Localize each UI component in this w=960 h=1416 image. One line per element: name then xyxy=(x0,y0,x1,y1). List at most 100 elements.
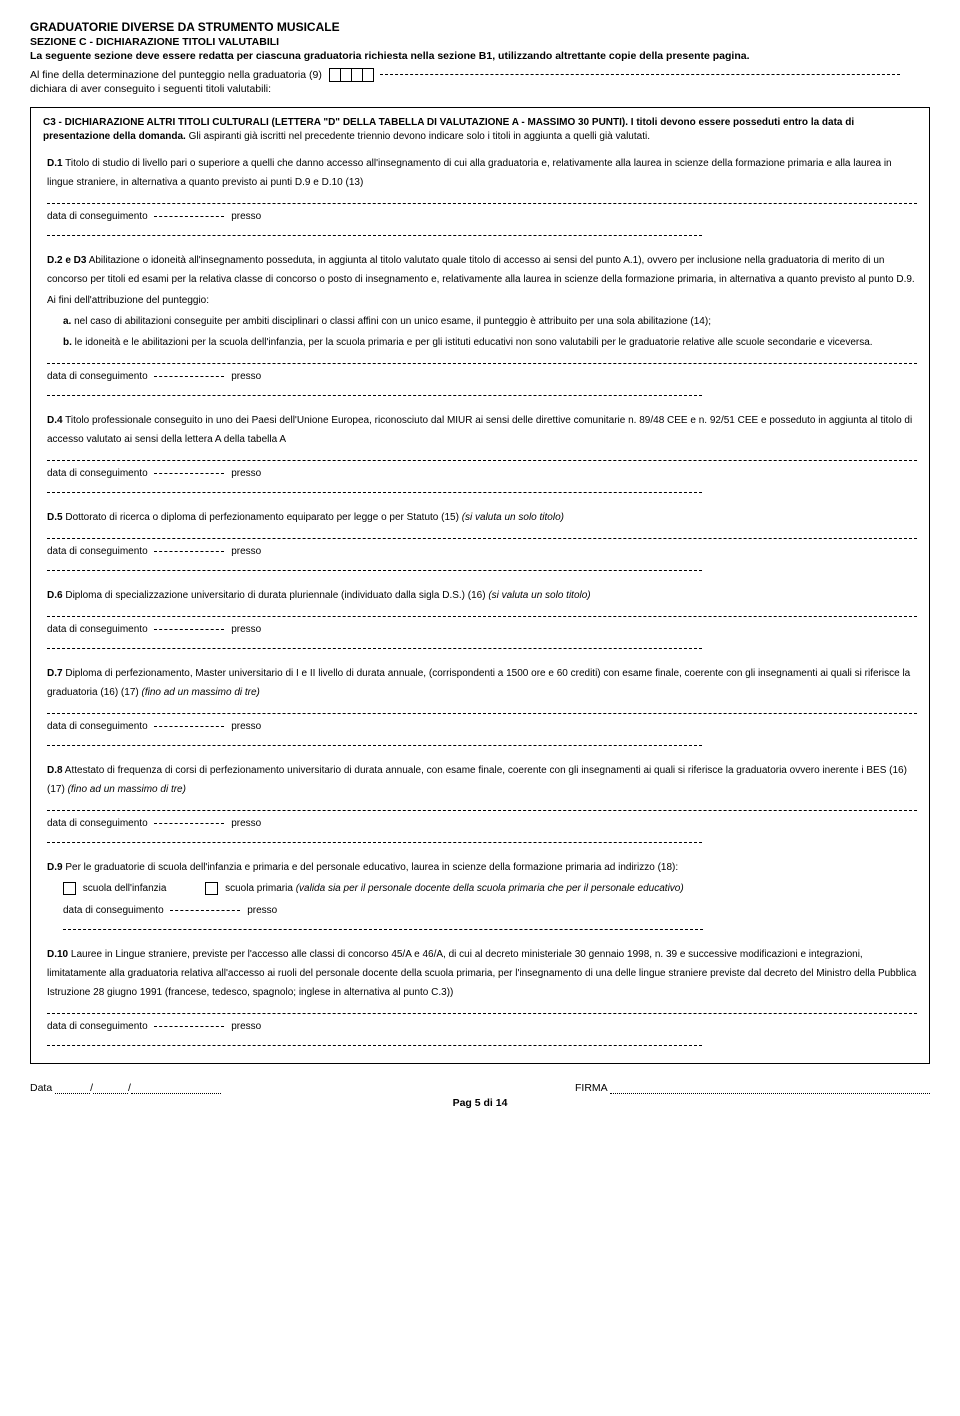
d8-italic: (fino ad un massimo di tre) xyxy=(68,784,186,795)
d9-opt2: scuola primaria xyxy=(225,883,296,894)
page-number: Pag 5 di 14 xyxy=(30,1097,930,1109)
d6-label: D.6 xyxy=(47,590,63,601)
instruction-dash xyxy=(380,74,900,75)
d6-presso-field[interactable] xyxy=(47,648,702,649)
d1-presso: presso xyxy=(231,211,261,222)
d1-date-field[interactable] xyxy=(154,216,224,217)
d6-date-field[interactable] xyxy=(154,629,224,630)
item-d6: D.6 Diploma di specializzazione universi… xyxy=(43,586,917,658)
footer-firma: FIRMA xyxy=(575,1082,930,1094)
d2-afini: Ai fini dell'attribuzione del punteggio: xyxy=(47,291,917,310)
d2-b-text: le idoneità e le abilitazioni per la scu… xyxy=(72,337,873,348)
d6-line[interactable] xyxy=(47,607,917,617)
d10-datacons: data di conseguimento xyxy=(47,1021,148,1032)
d1-line[interactable] xyxy=(47,194,917,204)
d7-presso-field[interactable] xyxy=(47,745,702,746)
instruction-text-2: dichiara di aver conseguito i seguenti t… xyxy=(30,83,271,95)
d2-presso: presso xyxy=(231,371,261,382)
d5-line[interactable] xyxy=(47,529,917,539)
item-d10: D.10 Lauree in Lingue straniere, previst… xyxy=(43,945,917,1055)
d10-label: D.10 xyxy=(47,949,68,960)
d2-date-field[interactable] xyxy=(154,376,224,377)
header-subtitle: SEZIONE C - DICHIARAZIONE TITOLI VALUTAB… xyxy=(30,36,930,48)
d4-label: D.4 xyxy=(47,415,63,426)
d4-presso-field[interactable] xyxy=(47,492,702,493)
d5-text: Dottorato di ricerca o diploma di perfez… xyxy=(63,512,462,523)
footer: Data // FIRMA xyxy=(30,1082,930,1094)
d8-date-field[interactable] xyxy=(154,823,224,824)
d6-presso: presso xyxy=(231,624,261,635)
d6-datacons: data di conseguimento xyxy=(47,624,148,635)
d1-label: D.1 xyxy=(47,158,63,169)
d2-datacons: data di conseguimento xyxy=(47,371,148,382)
footer-date-m[interactable] xyxy=(93,1093,128,1094)
d7-line[interactable] xyxy=(47,704,917,714)
d2-a-text: nel caso di abilitazioni conseguite per … xyxy=(71,316,711,327)
item-d9: D.9 Per le graduatorie di scuola dell'in… xyxy=(43,858,917,939)
item-d5: D.5 Dottorato di ricerca o diploma di pe… xyxy=(43,508,917,580)
d2-presso-field[interactable] xyxy=(47,395,702,396)
header: GRADUATORIE DIVERSE DA STRUMENTO MUSICAL… xyxy=(30,20,930,97)
footer-date: Data // xyxy=(30,1082,221,1094)
c3-intro: C3 - DICHIARAZIONE ALTRI TITOLI CULTURAL… xyxy=(43,116,917,144)
d4-presso: presso xyxy=(231,468,261,479)
d10-line[interactable] xyxy=(47,1004,917,1014)
d9-checkbox-primaria[interactable] xyxy=(205,882,218,895)
d7-date-field[interactable] xyxy=(154,726,224,727)
header-note: La seguente sezione deve essere redatta … xyxy=(30,50,930,64)
footer-date-y[interactable] xyxy=(131,1093,221,1094)
d1-presso-field[interactable] xyxy=(47,235,702,236)
d5-presso-field[interactable] xyxy=(47,570,702,571)
d9-opt2-italic: (valida sia per il personale docente del… xyxy=(296,883,684,894)
d2-line[interactable] xyxy=(47,354,917,364)
footer-date-d[interactable] xyxy=(55,1093,90,1094)
item-d1: D.1 Titolo di studio di livello pari o s… xyxy=(43,154,917,245)
d7-presso: presso xyxy=(231,721,261,732)
d1-text: Titolo di studio di livello pari o super… xyxy=(47,158,892,188)
item-d8: D.8 Attestato di frequenza di corsi di p… xyxy=(43,761,917,852)
d10-presso-field[interactable] xyxy=(47,1045,702,1046)
d4-date-field[interactable] xyxy=(154,473,224,474)
d2-label: D.2 e D3 xyxy=(47,255,86,266)
d4-text: Titolo professionale conseguito in uno d… xyxy=(47,415,912,445)
d8-label: D.8 xyxy=(47,765,63,776)
d8-line[interactable] xyxy=(47,801,917,811)
d1-datacons: data di conseguimento xyxy=(47,211,148,222)
d8-presso-field[interactable] xyxy=(47,842,702,843)
d9-text: Per le graduatorie di scuola dell'infanz… xyxy=(63,862,679,873)
d10-date-field[interactable] xyxy=(154,1026,224,1027)
d4-datacons: data di conseguimento xyxy=(47,468,148,479)
d10-text: Lauree in Lingue straniere, previste per… xyxy=(47,949,916,998)
d9-datacons: data di conseguimento xyxy=(63,905,164,916)
main-box: C3 - DICHIARAZIONE ALTRI TITOLI CULTURAL… xyxy=(30,107,930,1064)
d9-checkbox-infanzia[interactable] xyxy=(63,882,76,895)
c3-intro-plain: Gli aspiranti già iscritti nel precedent… xyxy=(186,131,650,142)
d9-opt1: scuola dell'infanzia xyxy=(83,883,167,894)
item-d4: D.4 Titolo professionale conseguito in u… xyxy=(43,411,917,502)
d9-label: D.9 xyxy=(47,862,63,873)
d7-datacons: data di conseguimento xyxy=(47,721,148,732)
header-title: GRADUATORIE DIVERSE DA STRUMENTO MUSICAL… xyxy=(30,20,930,34)
d6-text: Diploma di specializzazione universitari… xyxy=(63,590,489,601)
d5-label: D.5 xyxy=(47,512,63,523)
d4-line[interactable] xyxy=(47,451,917,461)
d7-label: D.7 xyxy=(47,668,63,679)
d8-presso: presso xyxy=(231,818,261,829)
code-boxes[interactable] xyxy=(329,68,373,83)
item-d2: D.2 e D3 Abilitazione o idoneità all'ins… xyxy=(43,251,917,405)
footer-firma-label: FIRMA xyxy=(575,1082,607,1094)
d5-date-field[interactable] xyxy=(154,551,224,552)
d8-datacons: data di conseguimento xyxy=(47,818,148,829)
d9-date-field[interactable] xyxy=(170,910,240,911)
instruction-block: Al fine della determinazione del puntegg… xyxy=(30,68,930,98)
d2-text: Abilitazione o idoneità all'insegnamento… xyxy=(47,255,915,285)
d2-b-label: b. xyxy=(63,337,72,348)
d10-presso: presso xyxy=(231,1021,261,1032)
d5-datacons: data di conseguimento xyxy=(47,546,148,557)
instruction-text-1: Al fine della determinazione del puntegg… xyxy=(30,69,322,81)
d9-presso-field[interactable] xyxy=(63,929,703,930)
footer-firma-field[interactable] xyxy=(610,1093,930,1094)
d6-italic: (si valuta un solo titolo) xyxy=(488,590,590,601)
d5-presso: presso xyxy=(231,546,261,557)
d5-italic: (si valuta un solo titolo) xyxy=(462,512,564,523)
